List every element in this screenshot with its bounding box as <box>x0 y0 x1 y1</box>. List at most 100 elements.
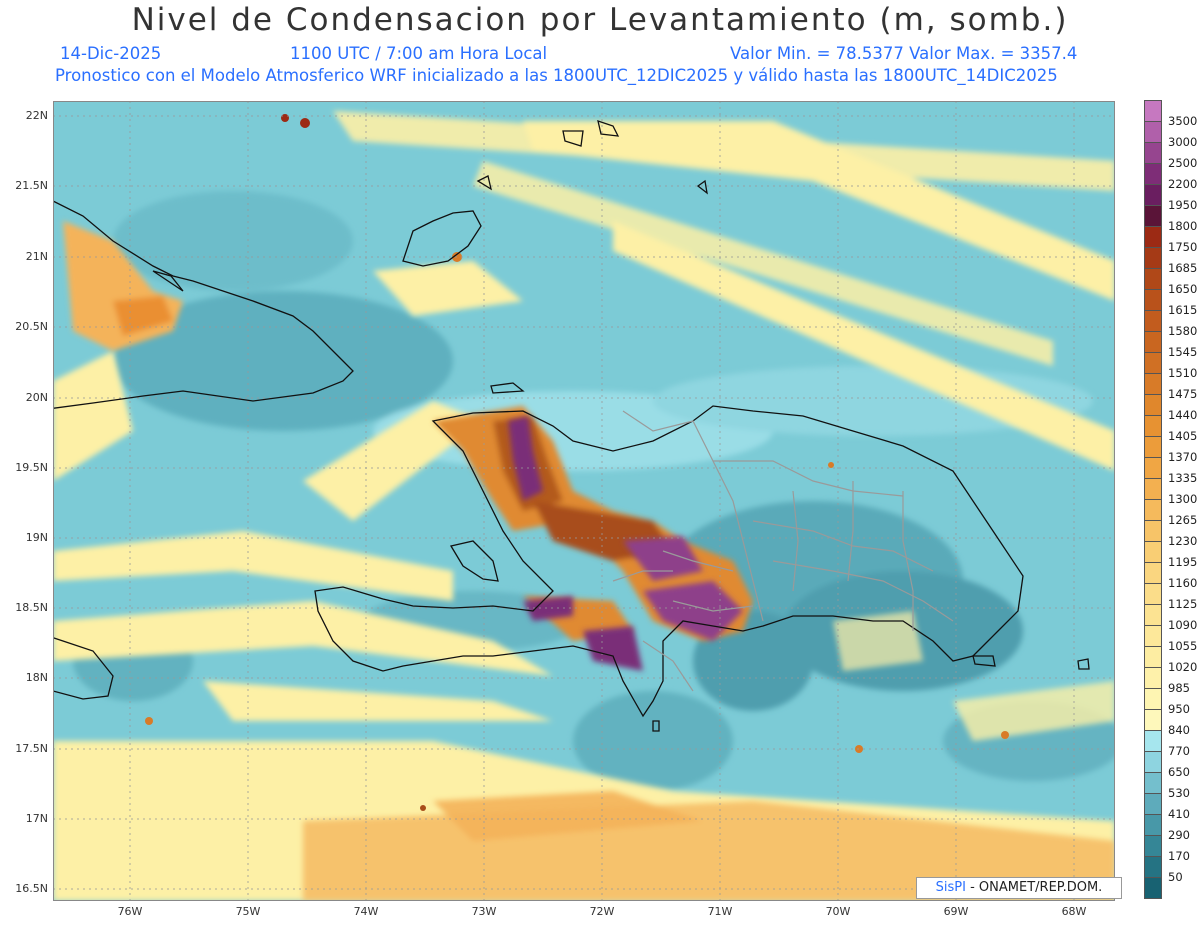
colorbar-swatch <box>1144 773 1162 794</box>
hispaniola-coast <box>314 405 1024 718</box>
lon-label: 68W <box>1061 905 1087 918</box>
colorbar-swatch <box>1144 353 1162 374</box>
colorbar-label: 1545 <box>1168 345 1198 359</box>
lat-label: 17N <box>25 812 48 825</box>
colorbar-label: 1230 <box>1168 534 1198 548</box>
lon-label: 71W <box>707 905 733 918</box>
colorbar-label: 1650 <box>1168 282 1198 296</box>
colorbar-label: 1160 <box>1168 576 1198 590</box>
colorbar-swatch <box>1144 710 1162 731</box>
colorbar-label: 840 <box>1168 723 1190 737</box>
lon-label: 69W <box>943 905 969 918</box>
colorbar-swatch <box>1144 332 1162 353</box>
colorbar-label: 950 <box>1168 702 1190 716</box>
lat-label: 21N <box>25 250 48 263</box>
colorbar-swatch <box>1144 563 1162 584</box>
haiti-purple-region <box>508 416 743 671</box>
gonave-coast <box>449 540 499 582</box>
colorbar-swatch <box>1144 521 1162 542</box>
colorbar-label: 1125 <box>1168 597 1198 611</box>
colorbar-swatch <box>1144 290 1162 311</box>
lat-label: 21.5N <box>15 179 48 192</box>
lat-label: 19.5N <box>15 461 48 474</box>
lat-label: 16.5N <box>15 882 48 895</box>
colorbar-label: 1800 <box>1168 219 1198 233</box>
colorbar-swatch <box>1144 164 1162 185</box>
colorbar-swatch <box>1144 857 1162 878</box>
colorbar-swatch <box>1144 458 1162 479</box>
colorbar-label: 1615 <box>1168 303 1198 317</box>
jamaica-coast <box>53 636 114 700</box>
colorbar-swatch <box>1144 794 1162 815</box>
mona-coast <box>1077 658 1090 670</box>
colorbar-label: 1405 <box>1168 429 1198 443</box>
colorbar-swatch <box>1144 227 1162 248</box>
colorbar-label: 50 <box>1168 870 1183 884</box>
date-label: 14-Dic-2025 <box>60 44 162 63</box>
cuba-coast <box>53 200 354 409</box>
orange-south-band <box>303 791 1115 901</box>
lat-label: 19N <box>25 531 48 544</box>
brand-logo: SisPI <box>935 880 966 895</box>
forecast-label: Pronostico con el Modelo Atmosferico WRF… <box>55 66 1058 85</box>
colorbar-swatch <box>1144 101 1162 122</box>
credit-box: SisPI - ONAMET/REP.DOM. <box>916 877 1122 899</box>
colorbar-label: 2200 <box>1168 177 1198 191</box>
colorbar-swatch <box>1144 626 1162 647</box>
colorbar-label: 1510 <box>1168 366 1198 380</box>
small-islands <box>476 175 708 195</box>
colorbar-swatch <box>1144 647 1162 668</box>
colorbar-label: 3000 <box>1168 135 1198 149</box>
lat-label: 17.5N <box>15 742 48 755</box>
cuba-north-keys <box>152 270 184 292</box>
colorbar-swatch <box>1144 542 1162 563</box>
lon-label: 70W <box>825 905 851 918</box>
colorbar-label: 530 <box>1168 786 1190 800</box>
colorbar-label: 290 <box>1168 828 1190 842</box>
coastlines <box>53 120 1090 732</box>
minmax-label: Valor Min. = 78.5377 Valor Max. = 3357.4 <box>730 44 1078 63</box>
colorbar-label: 2500 <box>1168 156 1198 170</box>
colorbar-swatch <box>1144 437 1162 458</box>
colorbar-label: 410 <box>1168 807 1190 821</box>
lat-label: 20N <box>25 391 48 404</box>
colorbar-swatch <box>1144 836 1162 857</box>
colorbar-label: 1195 <box>1168 555 1198 569</box>
colorbar-label: 1370 <box>1168 450 1198 464</box>
lon-label: 73W <box>471 905 497 918</box>
colorbar-swatch <box>1144 122 1162 143</box>
colorbar-label: 3500 <box>1168 114 1198 128</box>
dr-province-borders <box>612 410 954 692</box>
colorbar-label: 985 <box>1168 681 1190 695</box>
caicos-coast <box>562 120 620 147</box>
colorbar-label: 170 <box>1168 849 1190 863</box>
colorbar-swatch <box>1144 248 1162 269</box>
lcl-map <box>53 101 1115 901</box>
colorbar-label: 1055 <box>1168 639 1198 653</box>
lat-label: 20.5N <box>15 320 48 333</box>
tortuga-coast <box>490 382 525 394</box>
colorbar-label: 1265 <box>1168 513 1198 527</box>
colorbar-label: 1580 <box>1168 324 1198 338</box>
colorbar-swatch <box>1144 206 1162 227</box>
lon-label: 76W <box>117 905 143 918</box>
colorbar-swatch <box>1144 815 1162 836</box>
inagua-coast <box>402 210 482 267</box>
beata-coast <box>652 720 660 732</box>
colorbar-swatch <box>1144 185 1162 206</box>
lat-label: 18.5N <box>15 601 48 614</box>
colorbar-swatch <box>1144 731 1162 752</box>
colorbar-swatch <box>1144 269 1162 290</box>
colorbar-swatch <box>1144 395 1162 416</box>
lat-label: 18N <box>25 671 48 684</box>
lon-label: 75W <box>235 905 261 918</box>
lon-label: 72W <box>589 905 615 918</box>
colorbar-label: 1090 <box>1168 618 1198 632</box>
map-title: Nivel de Condensacion por Levantamiento … <box>131 2 1069 38</box>
colorbar-label: 1685 <box>1168 261 1198 275</box>
colorbar-label: 1750 <box>1168 240 1198 254</box>
lat-label: 22N <box>25 109 48 122</box>
colorbar <box>1144 100 1162 899</box>
colorbar-label: 1475 <box>1168 387 1198 401</box>
colorbar-swatch <box>1144 311 1162 332</box>
